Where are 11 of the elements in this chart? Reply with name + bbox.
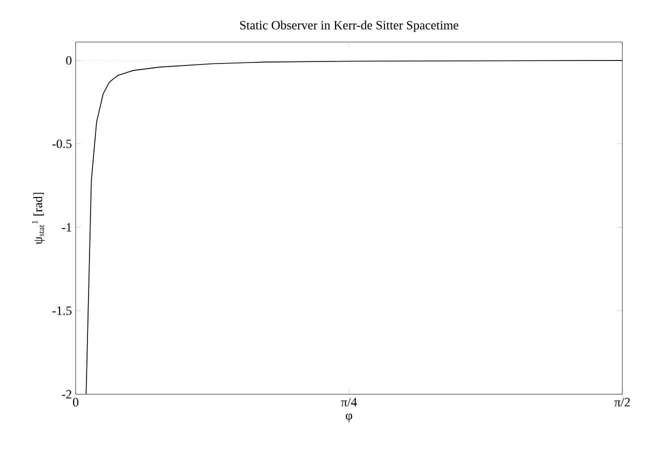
y-axis-title: ψ$_{stat}$$^{1}$ [rad] bbox=[32, 192, 45, 244]
x-tick-label: π/2 bbox=[614, 398, 630, 406]
x-tick-label: π/4 bbox=[341, 398, 357, 406]
y-tick-label: -1 bbox=[62, 223, 72, 232]
y-tick-label: -0.5 bbox=[52, 140, 72, 148]
y-tick-label: 0 bbox=[66, 56, 72, 65]
y-tick-label: -1.5 bbox=[52, 306, 72, 316]
x-tick-label: 0 bbox=[73, 398, 78, 406]
chart-title: Static Observer in Kerr-de Sitter Spacetime bbox=[240, 20, 458, 32]
x-axis-title: φ bbox=[346, 414, 352, 422]
y-tick-label: -2 bbox=[62, 390, 72, 398]
